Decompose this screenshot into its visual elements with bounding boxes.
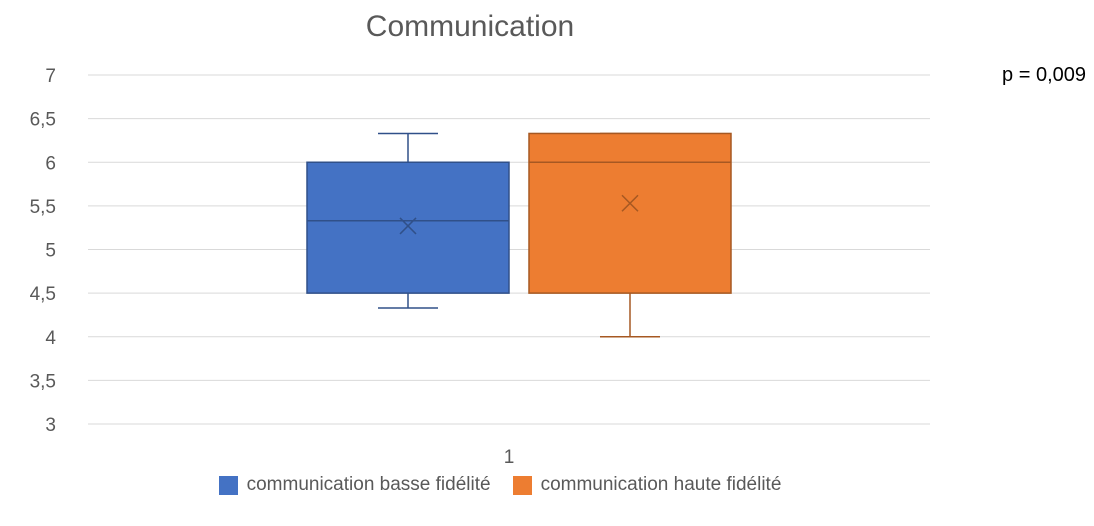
legend-swatch-haute (512, 475, 532, 495)
legend-item-haute: communication haute fidélité (512, 474, 782, 496)
mean-marker (621, 194, 639, 212)
box-iqr (306, 161, 510, 294)
legend-item-basse: communication basse fidélité (218, 474, 491, 496)
y-axis-tick-labels: 3 3,5 4 4,5 5 5,5 6 6,5 7 (30, 66, 57, 436)
chart-title: Communication (365, 10, 575, 43)
y-tick-label: 4 (45, 328, 56, 349)
y-tick-label: 3 (45, 415, 56, 436)
p-value-annotation: p = 0,009 (1002, 64, 1086, 86)
boxes (306, 132, 732, 338)
y-tick-label: 7 (45, 66, 56, 87)
y-tick-label: 5,5 (30, 197, 56, 218)
box-basse (306, 132, 510, 309)
y-tick-label: 5 (45, 241, 56, 262)
x-tick-label: 1 (504, 447, 515, 468)
legend-label-haute: communication haute fidélité (540, 474, 782, 495)
legend: communication basse fidélité communicati… (0, 474, 1000, 496)
box-haute (528, 132, 732, 338)
y-tick-label: 4,5 (30, 284, 56, 305)
y-tick-label: 6,5 (30, 110, 56, 131)
legend-label-basse: communication basse fidélité (246, 474, 491, 495)
x-axis-tick-labels: 1 (504, 447, 515, 468)
y-tick-label: 3,5 (30, 371, 56, 392)
y-tick-label: 6 (45, 153, 56, 174)
box-iqr (528, 132, 732, 294)
mean-marker (399, 217, 417, 235)
legend-swatch-basse (218, 475, 238, 495)
